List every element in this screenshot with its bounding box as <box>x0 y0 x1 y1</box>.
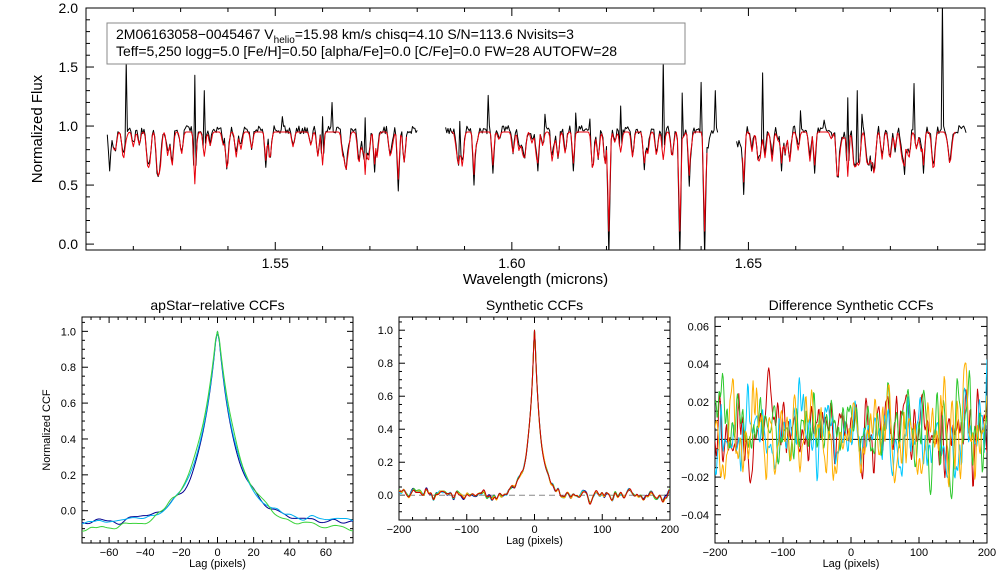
plot-area <box>82 330 353 532</box>
model-spectrum-chip-2 <box>451 131 708 232</box>
y-tick-label: 0.6 <box>378 391 393 403</box>
panel-title: apStar−relative CCFs <box>150 297 284 313</box>
annotation-subscript: helio <box>274 35 296 46</box>
x-tick-label: 40 <box>284 547 296 559</box>
panel-title: Synthetic CCFs <box>486 297 583 313</box>
y-tick-label: 0.2 <box>61 470 76 482</box>
y-tick-label: 0.0 <box>61 506 76 518</box>
plot-area <box>106 8 967 250</box>
difference-ccf-visit-4 <box>715 362 987 488</box>
y-tick-label: 0.8 <box>61 362 76 374</box>
annotation-line-2: Teff=5,250 logg=5.0 [Fe/H]=0.50 [alpha/F… <box>116 43 617 59</box>
annotation-rv-stats: =15.98 km/s chisq=4.10 S/N=113.6 Nvisits… <box>295 26 574 42</box>
x-tick-label: 60 <box>320 547 332 559</box>
y-tick-label: 1.0 <box>378 325 393 337</box>
ccf-line-visit-2 <box>82 330 353 525</box>
x-tick-label: −60 <box>100 547 119 559</box>
x-tick-label: 1.65 <box>735 255 762 271</box>
observed-spectrum-chip-3 <box>736 8 967 196</box>
difference-ccf-visit-3 <box>715 370 987 500</box>
y-tick-label: 0.02 <box>688 397 709 409</box>
y-tick-label: 0.4 <box>378 424 393 436</box>
x-axis-label: Lag (pixels) <box>189 558 246 570</box>
x-tick-label: 0 <box>214 547 220 559</box>
x-tick-label: −100 <box>454 524 479 536</box>
plot-frame <box>81 316 354 544</box>
y-tick-label: −0.02 <box>681 472 709 484</box>
x-tick-label: 0 <box>531 524 537 536</box>
spectrum-panel: 1.55 1.60 1.65 0.0 0.5 1.0 1.5 2.0 Wavelength (m… <box>29 0 986 288</box>
y-tick-label: 0.04 <box>688 359 709 371</box>
y-tick-label: 0.2 <box>378 457 393 469</box>
annotation-box <box>106 22 686 65</box>
plot-area <box>399 329 670 505</box>
panel-title: Difference Synthetic CCFs <box>769 297 934 313</box>
x-tick-label: −40 <box>136 547 155 559</box>
difference-ccf-panel: −200 −100 0 100 200 −0.04 −0.02 0.00 0.02 0.04 0.0… <box>681 297 996 570</box>
synthetic-ccf-panel: −200 −100 0 100 200 0.0 0.2 0.4 0.6 0.8 1.0 Lag (pi… <box>378 297 679 547</box>
y-tick-label: 1.0 <box>61 326 76 338</box>
x-tick-label: 1.55 <box>262 255 289 271</box>
y-tick-label: 0.06 <box>688 321 709 333</box>
synthetic-ccf-visit-3 <box>399 329 670 503</box>
y-tick-label: 0.0 <box>378 490 393 502</box>
y-tick-label: 0.4 <box>61 434 76 446</box>
plot-area <box>715 359 987 500</box>
x-axis-label: Lag (pixels) <box>823 558 880 570</box>
y-tick-label: 2.0 <box>59 0 79 16</box>
synthetic-ccf-visit-2 <box>399 329 670 504</box>
x-tick-label: 100 <box>593 524 611 536</box>
y-tick-label: 1.0 <box>59 118 79 134</box>
y-tick-label: 0.6 <box>61 398 76 410</box>
x-tick-label: 200 <box>661 524 679 536</box>
x-tick-label: 100 <box>910 547 928 559</box>
annotation-star-id: 2M06163058−0045467 V <box>116 26 274 42</box>
y-tick-label: −0.04 <box>681 510 709 522</box>
y-tick-label: 0.8 <box>378 358 393 370</box>
plot-frame <box>714 316 988 544</box>
y-tick-label: 0.0 <box>59 236 79 252</box>
synthetic-ccf-combined <box>399 329 670 505</box>
ccf-line-visit-3 <box>82 330 353 532</box>
model-spectrum-chip-3 <box>742 131 956 183</box>
x-tick-label: 1.60 <box>498 255 525 271</box>
x-tick-label: 0 <box>848 547 854 559</box>
y-tick-label: 0.5 <box>59 177 79 193</box>
plot-frame <box>85 7 986 251</box>
observed-spectrum-chip-1 <box>106 60 418 192</box>
x-axis-label: Lag (pixels) <box>506 535 563 547</box>
x-tick-label: −20 <box>172 547 191 559</box>
annotation-line-1: 2M06163058−0045467 Vhelio=15.98 km/s chi… <box>116 26 574 46</box>
x-axis-label: Wavelength (microns) <box>463 271 608 288</box>
synthetic-ccf-visit-1 <box>399 329 670 504</box>
x-tick-label: −200 <box>703 547 728 559</box>
apstar-ccf-panel: −60 −40 −20 0 20 40 60 0.0 0.2 0.4 0.6 0.8 1.0 Lag (p… <box>41 297 354 570</box>
y-tick-label: 0.00 <box>688 434 709 446</box>
x-tick-label: 20 <box>248 547 260 559</box>
x-tick-label: −200 <box>387 524 412 536</box>
x-tick-label: 200 <box>978 547 996 559</box>
synthetic-ccf-visit-4 <box>399 329 670 504</box>
x-tick-label: −100 <box>771 547 796 559</box>
model-spectrum-chip-1 <box>112 131 408 185</box>
y-axis-label: Normalized Flux <box>29 74 46 183</box>
ccf-line-visit-1 <box>82 330 353 525</box>
observed-spectrum-chip-2 <box>445 59 719 250</box>
y-axis-label: Normalized CCF <box>41 389 53 471</box>
y-tick-label: 1.5 <box>59 59 79 75</box>
